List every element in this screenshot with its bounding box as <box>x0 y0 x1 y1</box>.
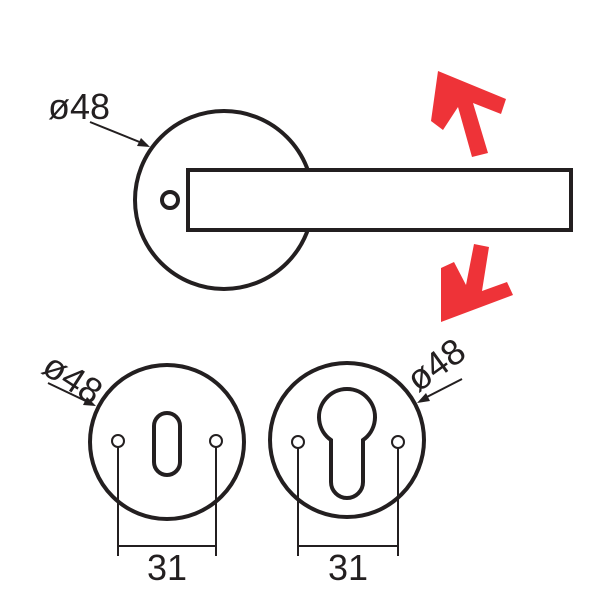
handle-rose-leader-line <box>89 121 148 146</box>
cylinder-escutcheon-hole-spacing-label: 31 <box>328 547 368 588</box>
lever-handle <box>186 168 573 232</box>
key-escutcheon-leader-arrowhead <box>83 397 96 406</box>
cylinder-escutcheon-screw-hole-left <box>291 435 305 449</box>
cylinder-escutcheon-screw-hole-right <box>391 435 405 449</box>
arrow-up-right-icon <box>431 71 506 157</box>
key-escutcheon-leader-line <box>47 382 93 405</box>
cylinder-escutcheon-leader-arrowhead <box>417 393 430 403</box>
key-escutcheon-screw-hole-left <box>111 434 125 448</box>
cylinder-escutcheon-diameter-label: ø48 <box>399 330 473 400</box>
handle-rose-leader-arrowhead <box>137 138 150 147</box>
handle-assembly <box>133 109 573 291</box>
key-escutcheon-hole-spacing-label: 31 <box>147 547 187 588</box>
handle-rose-diameter-label: ø48 <box>48 86 110 127</box>
cylinder-escutcheon: 31 ø48 <box>268 330 473 588</box>
cylinder-escutcheon-rose <box>268 361 426 519</box>
arrow-down-left-icon <box>441 244 513 322</box>
euro-cylinder-cutout <box>317 387 377 500</box>
handle-rose-diameter-callout: ø48 <box>48 86 150 147</box>
rose-screw-hole <box>160 190 180 210</box>
key-escutcheon: 31 ø48 <box>36 344 246 588</box>
key-escutcheon-rose <box>88 363 246 521</box>
key-escutcheon-screw-hole-right <box>209 434 223 448</box>
cylinder-escutcheon-leader-line <box>420 378 463 401</box>
keyhole-slot <box>152 411 182 477</box>
